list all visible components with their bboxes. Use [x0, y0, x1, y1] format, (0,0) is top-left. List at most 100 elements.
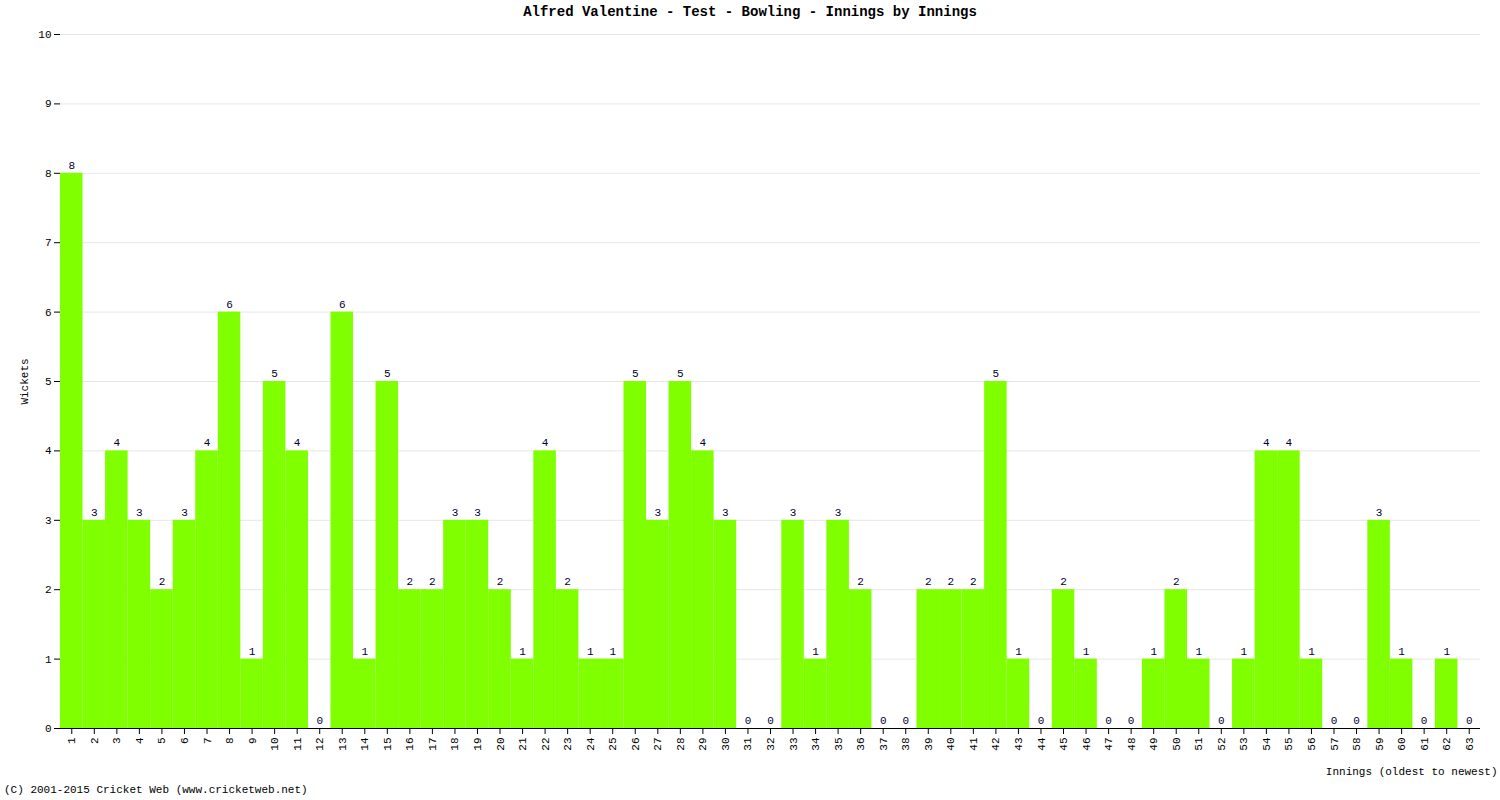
svg-text:0: 0 [902, 715, 909, 727]
svg-text:1: 1 [1195, 646, 1202, 658]
svg-text:30: 30 [720, 738, 732, 751]
svg-text:1: 1 [1150, 646, 1157, 658]
svg-text:50: 50 [1171, 738, 1183, 751]
svg-text:0: 0 [1105, 715, 1112, 727]
svg-text:3: 3 [474, 507, 481, 519]
svg-text:3: 3 [1376, 507, 1383, 519]
svg-text:28: 28 [675, 738, 687, 751]
svg-text:2: 2 [45, 584, 52, 596]
svg-text:0: 0 [880, 715, 887, 727]
svg-text:19: 19 [472, 738, 484, 751]
svg-text:1: 1 [1308, 646, 1315, 658]
svg-text:1: 1 [45, 654, 52, 666]
svg-text:38: 38 [900, 738, 912, 751]
svg-text:63: 63 [1464, 738, 1476, 751]
svg-text:2: 2 [948, 576, 955, 588]
svg-text:0: 0 [45, 723, 52, 735]
svg-text:61: 61 [1419, 737, 1431, 751]
svg-text:10: 10 [38, 29, 51, 41]
svg-text:62: 62 [1441, 738, 1453, 751]
svg-text:2: 2 [1060, 576, 1067, 588]
svg-text:1: 1 [249, 646, 256, 658]
svg-text:8: 8 [68, 160, 75, 172]
svg-text:8: 8 [45, 168, 52, 180]
svg-text:1: 1 [587, 646, 594, 658]
svg-text:1: 1 [66, 737, 78, 744]
svg-text:41: 41 [968, 737, 980, 751]
svg-text:1: 1 [1241, 646, 1248, 658]
svg-text:22: 22 [540, 738, 552, 751]
svg-text:35: 35 [833, 738, 845, 751]
svg-text:3: 3 [790, 507, 797, 519]
svg-text:14: 14 [359, 737, 371, 751]
svg-text:1: 1 [1083, 646, 1090, 658]
svg-text:5: 5 [156, 738, 168, 745]
svg-text:15: 15 [382, 738, 394, 751]
svg-text:54: 54 [1261, 737, 1273, 751]
svg-text:42: 42 [990, 738, 1002, 751]
svg-text:49: 49 [1148, 738, 1160, 751]
svg-text:55: 55 [1283, 738, 1295, 751]
svg-text:45: 45 [1058, 738, 1070, 751]
svg-text:0: 0 [1331, 715, 1338, 727]
svg-text:39: 39 [923, 738, 935, 751]
svg-text:2: 2 [1173, 576, 1180, 588]
svg-text:5: 5 [677, 368, 684, 380]
svg-text:33: 33 [788, 738, 800, 751]
svg-text:4: 4 [1286, 437, 1293, 449]
svg-text:0: 0 [1466, 715, 1473, 727]
svg-text:24: 24 [585, 737, 597, 751]
svg-text:7: 7 [45, 237, 52, 249]
svg-text:6: 6 [339, 299, 346, 311]
svg-text:25: 25 [607, 738, 619, 751]
svg-text:3: 3 [654, 507, 661, 519]
svg-text:2: 2 [857, 576, 864, 588]
svg-text:36: 36 [855, 738, 867, 751]
svg-text:1: 1 [1015, 646, 1022, 658]
svg-text:5: 5 [384, 368, 391, 380]
svg-text:37: 37 [878, 738, 890, 751]
svg-text:34: 34 [810, 737, 822, 751]
svg-text:56: 56 [1306, 738, 1318, 751]
svg-text:4: 4 [294, 437, 301, 449]
svg-text:1: 1 [1443, 646, 1450, 658]
svg-text:Innings (oldest to newest): Innings (oldest to newest) [1326, 766, 1498, 778]
svg-text:2: 2 [970, 576, 977, 588]
svg-text:3: 3 [181, 507, 188, 519]
svg-text:0: 0 [1038, 715, 1045, 727]
svg-text:60: 60 [1396, 738, 1408, 751]
svg-text:4: 4 [1263, 437, 1270, 449]
svg-text:0: 0 [1128, 715, 1135, 727]
svg-text:4: 4 [45, 445, 52, 457]
svg-text:59: 59 [1374, 738, 1386, 751]
svg-text:3: 3 [111, 738, 123, 745]
svg-text:4: 4 [114, 437, 121, 449]
svg-text:27: 27 [652, 738, 664, 751]
svg-text:16: 16 [404, 738, 416, 751]
svg-text:2: 2 [89, 738, 101, 745]
svg-text:20: 20 [495, 738, 507, 751]
svg-text:11: 11 [292, 737, 304, 751]
svg-text:4: 4 [134, 737, 146, 744]
svg-text:31: 31 [742, 737, 754, 751]
svg-text:5: 5 [632, 368, 639, 380]
svg-text:2: 2 [925, 576, 932, 588]
svg-text:3: 3 [452, 507, 459, 519]
svg-text:32: 32 [765, 738, 777, 751]
svg-text:23: 23 [562, 738, 574, 751]
svg-text:57: 57 [1329, 738, 1341, 751]
svg-text:47: 47 [1103, 738, 1115, 751]
svg-text:3: 3 [835, 507, 842, 519]
svg-text:5: 5 [993, 368, 1000, 380]
svg-text:48: 48 [1126, 738, 1138, 751]
svg-text:3: 3 [45, 515, 52, 527]
svg-text:1: 1 [519, 646, 526, 658]
svg-text:2: 2 [159, 576, 166, 588]
svg-text:40: 40 [945, 738, 957, 751]
svg-text:53: 53 [1238, 738, 1250, 751]
svg-text:3: 3 [136, 507, 143, 519]
svg-text:2: 2 [429, 576, 436, 588]
svg-text:2: 2 [407, 576, 414, 588]
svg-text:18: 18 [449, 738, 461, 751]
svg-text:12: 12 [314, 738, 326, 751]
